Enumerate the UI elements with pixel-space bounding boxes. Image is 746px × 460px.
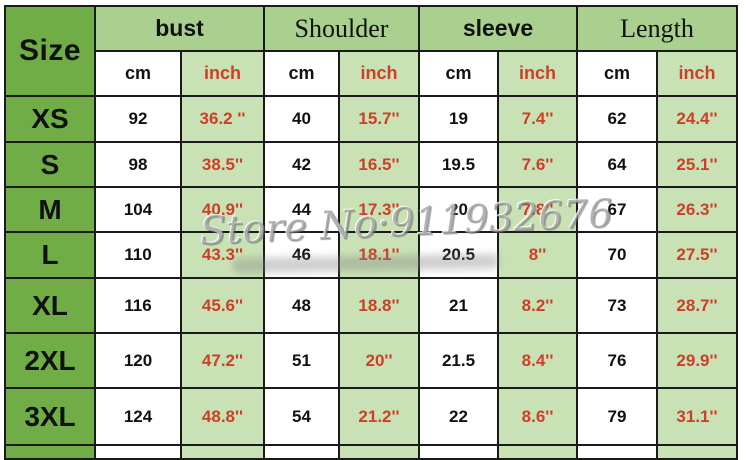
sleeve-cm-value: 19.5	[418, 141, 499, 188]
length-inch-value: 31.1''	[656, 387, 738, 446]
unit-header-length-cm: cm	[576, 50, 658, 97]
bust-cm-value: 98	[94, 141, 182, 188]
length-inch-value: 28.7''	[656, 277, 738, 334]
table-row-2xl: 2XL 120 47.2'' 51 20'' 21.5 8.4'' 76 29.…	[4, 332, 738, 389]
table-row-3xl: 3XL 124 48.8'' 54 21.2'' 22 8.6'' 79 31.…	[4, 387, 738, 446]
header-row-units: cm inch cm inch cm inch cm inch	[5, 50, 738, 97]
bust-inch-value: 47.2''	[180, 332, 265, 389]
sleeve-inch-value	[497, 444, 578, 460]
length-cm-value: 79	[576, 387, 658, 446]
table-row-xs: XS 92 36.2 '' 40 15.7'' 19 7.4'' 62 24.4…	[4, 95, 738, 143]
length-cm-value: 64	[576, 141, 658, 188]
shoulder-inch-value: 21.2''	[338, 387, 420, 446]
shoulder-cm-value: 42	[263, 141, 340, 188]
length-cm-value	[576, 444, 658, 460]
length-inch-value: 27.5''	[656, 231, 738, 279]
column-header-bust: bust	[94, 5, 265, 52]
length-inch-value: 26.3''	[656, 186, 738, 233]
length-cm-value: 76	[576, 332, 658, 389]
size-label: 2XL	[4, 332, 96, 389]
shoulder-inch-value: 17.3''	[338, 186, 420, 233]
bust-cm-value: 104	[94, 186, 182, 233]
sleeve-cm-value: 22	[418, 387, 499, 446]
column-header-length: Length	[576, 5, 738, 52]
shoulder-inch-value: 18.1''	[338, 231, 420, 279]
bust-inch-value: 43.3''	[180, 231, 265, 279]
length-inch-value: 24.4''	[656, 95, 738, 143]
bust-cm-value: 116	[94, 277, 182, 334]
sleeve-cm-value: 21.5	[418, 332, 499, 389]
unit-header-sleeve-inch: inch	[497, 50, 578, 97]
table-row-xl: XL 116 45.6'' 48 18.8'' 21 8.2'' 73 28.7…	[4, 277, 738, 334]
size-label: 3XL	[4, 387, 96, 446]
header-row-groups: Size bust Shoulder sleeve Length	[4, 5, 738, 97]
table-row-s: S 98 38.5'' 42 16.5'' 19.5 7.6'' 64 25.1…	[4, 141, 738, 188]
shoulder-cm-value: 46	[263, 231, 340, 279]
size-label: XL	[4, 277, 96, 334]
column-header-sleeve: sleeve	[418, 5, 578, 52]
unit-header-shoulder-inch: inch	[338, 50, 420, 97]
bust-cm-value: 110	[94, 231, 182, 279]
column-header-shoulder: Shoulder	[263, 5, 420, 52]
length-cm-value: 62	[576, 95, 658, 143]
length-inch-value: 25.1''	[656, 141, 738, 188]
shoulder-cm-value: 48	[263, 277, 340, 334]
table-row-l: L 110 43.3'' 46 18.1'' 20.5 8'' 70 27.5'…	[4, 231, 738, 279]
shoulder-inch-value: 18.8''	[338, 277, 420, 334]
sleeve-cm-value: 19	[418, 95, 499, 143]
shoulder-cm-value	[263, 444, 340, 460]
sleeve-inch-value: 8.2''	[497, 277, 578, 334]
bust-inch-value: 38.5''	[180, 141, 265, 188]
unit-header-bust-cm: cm	[94, 50, 182, 97]
bust-inch-value: 48.8''	[180, 387, 265, 446]
shoulder-cm-value: 51	[263, 332, 340, 389]
table-row-m: M 104 40.9'' 44 17.3'' 20 7.8'' 67 26.3'…	[4, 186, 738, 233]
unit-header-length-inch: inch	[656, 50, 738, 97]
bust-inch-value	[180, 444, 265, 460]
size-label: XS	[4, 95, 96, 143]
length-cm-value: 67	[576, 186, 658, 233]
sleeve-cm-value: 20.5	[418, 231, 499, 279]
sleeve-cm-value: 21	[418, 277, 499, 334]
sleeve-inch-value: 8''	[497, 231, 578, 279]
bust-cm-value	[94, 444, 182, 460]
unit-header-shoulder-cm: cm	[263, 50, 340, 97]
length-inch-value	[656, 444, 738, 460]
sleeve-inch-value: 8.6''	[497, 387, 578, 446]
unit-header-sleeve-cm: cm	[418, 50, 499, 97]
length-inch-value: 29.9''	[656, 332, 738, 389]
sleeve-inch-value: 7.8''	[497, 186, 578, 233]
shoulder-cm-value: 44	[263, 186, 340, 233]
bust-cm-value: 124	[94, 387, 182, 446]
bust-inch-value: 40.9''	[180, 186, 265, 233]
sleeve-cm-value	[418, 444, 499, 460]
shoulder-cm-value: 54	[263, 387, 340, 446]
bust-inch-value: 45.6''	[180, 277, 265, 334]
shoulder-inch-value: 15.7''	[338, 95, 420, 143]
length-cm-value: 73	[576, 277, 658, 334]
size-label: M	[4, 186, 96, 233]
shoulder-inch-value: 16.5''	[338, 141, 420, 188]
sleeve-inch-value: 7.4''	[497, 95, 578, 143]
table-row-clipped	[4, 444, 738, 460]
size-column-header: Size	[4, 5, 96, 97]
shoulder-inch-value	[338, 444, 420, 460]
shoulder-inch-value: 20''	[338, 332, 420, 389]
bust-cm-value: 92	[94, 95, 182, 143]
sleeve-cm-value: 20	[418, 186, 499, 233]
size-chart-table: Size bust Shoulder sleeve Length cm inch…	[4, 5, 738, 460]
shoulder-cm-value: 40	[263, 95, 340, 143]
size-label: L	[4, 231, 96, 279]
bust-inch-value: 36.2 ''	[180, 95, 265, 143]
sleeve-inch-value: 7.6''	[497, 141, 578, 188]
length-cm-value: 70	[576, 231, 658, 279]
size-label: S	[4, 141, 96, 188]
sleeve-inch-value: 8.4''	[497, 332, 578, 389]
bust-cm-value: 120	[94, 332, 182, 389]
unit-header-bust-inch: inch	[180, 50, 265, 97]
size-label	[4, 444, 96, 460]
